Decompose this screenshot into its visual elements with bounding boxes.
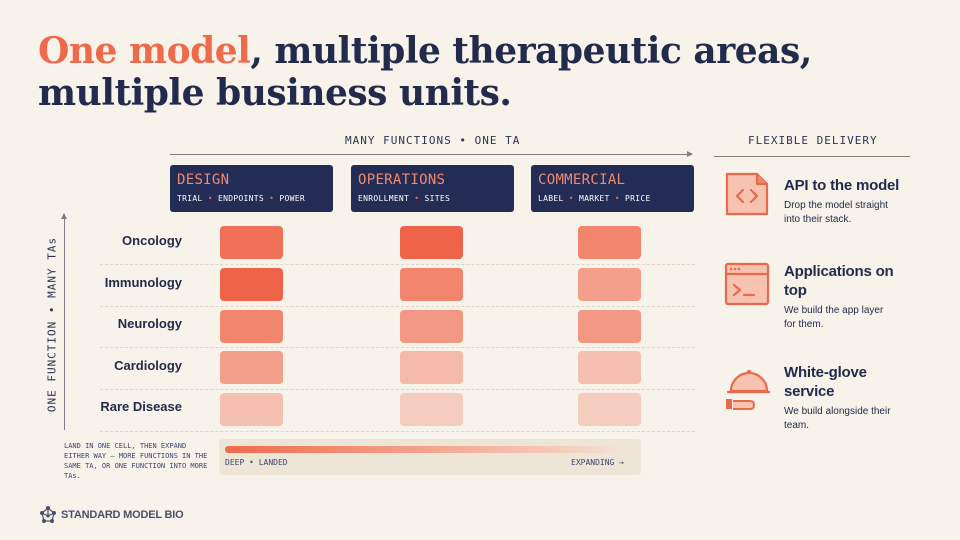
row-divider (100, 389, 695, 390)
subitem: TRIAL (177, 194, 203, 203)
heatmap-cell (578, 310, 641, 343)
function-name: DESIGN (177, 172, 230, 188)
heatmap-cell (400, 268, 463, 301)
delivery-desc-service: We build alongside their team. (784, 406, 891, 431)
delivery-desc-apps: We build the app layer for them. (784, 305, 884, 330)
title-rest: , multiple therapeutic areas, (250, 30, 812, 72)
title-accent: One model (38, 30, 251, 72)
subitem: POWER (279, 194, 305, 203)
legend-gradient-bar (225, 446, 634, 453)
brand-name: STANDARD MODEL BIO (61, 509, 184, 521)
function-name: OPERATIONS (358, 172, 446, 188)
function-operations: OPERATIONS ENROLLMENT • SITES (351, 165, 514, 212)
legend-right-label: EXPANDING → (571, 458, 624, 467)
heatmap-cell (220, 310, 283, 343)
delivery-title-api: API to the model (784, 177, 900, 194)
heatmap-cell (220, 226, 283, 259)
delivery-desc-api: Drop the model straight into their stack… (784, 200, 888, 225)
title-line-2: multiple business units. (38, 72, 512, 114)
row-label-immunology: Immunology (104, 275, 182, 290)
delivery-divider (714, 156, 910, 157)
row-label-neurology: Neurology (117, 316, 182, 331)
subitem: SITES (424, 194, 451, 203)
separator-dot: • (568, 194, 574, 203)
expansion-note: LAND IN ONE CELL, THEN EXPAND EITHER WAY… (64, 442, 208, 480)
function-design: DESIGN TRIAL • ENDPOINTS • POWER (170, 165, 333, 212)
separator-dot: • (414, 194, 420, 203)
row-divider (100, 431, 695, 432)
heatmap-cell (578, 226, 641, 259)
heatmap-cell (578, 268, 641, 301)
heatmap-cell (400, 226, 463, 259)
heatmap-cell (220, 268, 283, 301)
heatmap-cell (400, 393, 463, 426)
heatmap-cell (400, 310, 463, 343)
function-commercial: COMMERCIAL LABEL • MARKET • PRICE (531, 165, 694, 212)
function-subitems: LABEL • MARKET • PRICE (538, 194, 687, 203)
heatmap-cell (578, 351, 641, 384)
separator-dot: • (207, 194, 213, 203)
title-line-1: One model, multiple therapeutic areas, (38, 30, 812, 72)
side-axis-label: ONE FUNCTION • MANY TAs (45, 236, 59, 413)
top-axis-arrow (170, 151, 693, 157)
row-label-rare-disease: Rare Disease (100, 399, 182, 414)
heatmap-cell (578, 393, 641, 426)
separator-dot: • (614, 194, 620, 203)
subitem: MARKET (578, 194, 610, 203)
legend-panel (219, 439, 641, 475)
function-subitems: ENROLLMENT • SITES (358, 194, 507, 203)
page-title: One model, multiple therapeutic areas, m… (38, 30, 812, 114)
subitem: LABEL (538, 194, 564, 203)
side-axis-arrow (61, 213, 67, 430)
delivery-title-apps: Applications on top (784, 263, 894, 299)
heatmap-cell (220, 351, 283, 384)
legend-left-label: DEEP • LANDED (225, 458, 288, 467)
code-file-icon (725, 172, 769, 216)
subitem: PRICE (625, 194, 651, 203)
delivery-title-service: White-glove service (784, 364, 867, 400)
terminal-window-icon (724, 262, 770, 306)
logo-icon (40, 506, 56, 523)
row-divider (100, 347, 695, 348)
heatmap-cell (220, 393, 283, 426)
cloche-service-icon (726, 369, 770, 410)
subitem: ENDPOINTS (217, 194, 265, 203)
top-axis-label: MANY FUNCTIONS • ONE TA (345, 134, 521, 147)
delivery-heading: FLEXIBLE DELIVERY (748, 134, 878, 147)
row-divider (100, 306, 695, 307)
heatmap-cell (400, 351, 463, 384)
function-subitems: TRIAL • ENDPOINTS • POWER (177, 194, 326, 203)
row-label-oncology: Oncology (122, 233, 182, 248)
separator-dot: • (269, 194, 275, 203)
subitem: ENROLLMENT (358, 194, 410, 203)
function-name: COMMERCIAL (538, 172, 626, 188)
row-label-cardiology: Cardiology (114, 358, 182, 373)
row-divider (100, 264, 695, 265)
